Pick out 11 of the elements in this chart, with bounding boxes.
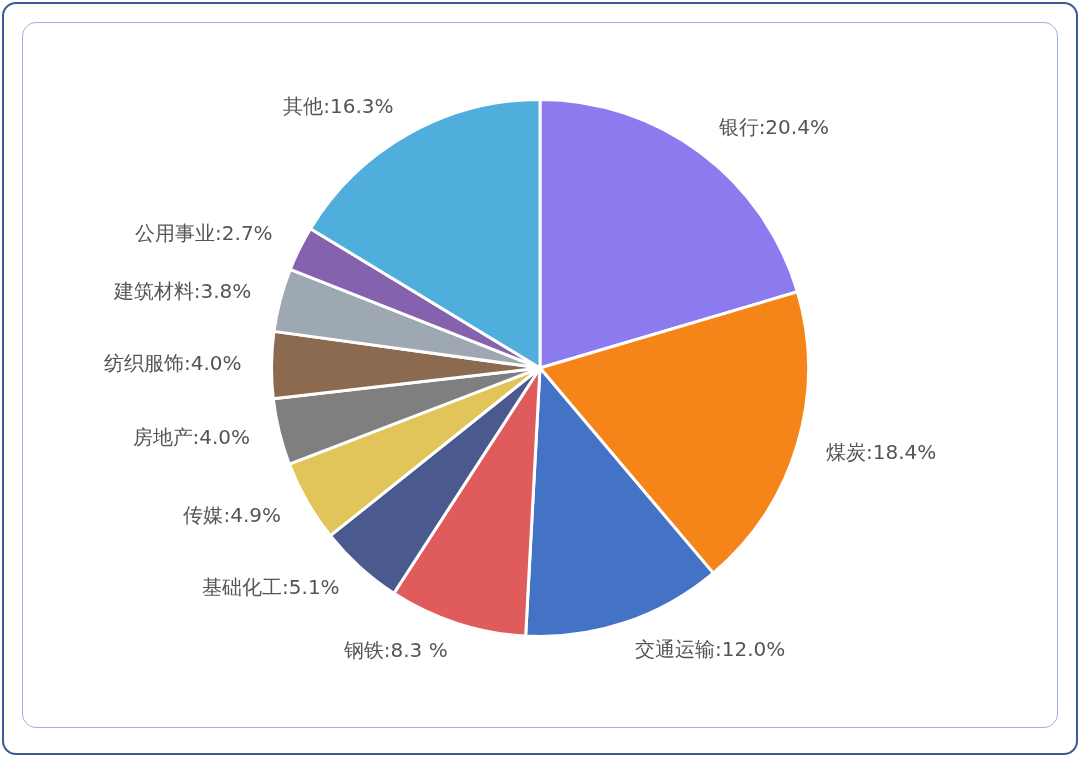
slice-label: 银行:20.4% [717, 115, 829, 140]
slice-label: 其他:16.3% [283, 94, 394, 119]
slice-label: 基础化工:5.1% [202, 575, 340, 600]
slice-label: 纺织服饰:4.0% [103, 350, 242, 375]
slice-label: 交通运输:12.0% [635, 637, 786, 662]
slice-label: 公用事业:2.7% [135, 221, 273, 246]
slice-label: 钢铁:8.3 % [342, 638, 448, 663]
slice-label: 建筑材料:3.8% [112, 278, 252, 303]
slice-label: 房地产:4.0% [132, 425, 251, 450]
slice-label: 煤炭:18.4% [825, 439, 937, 464]
slice-label: 传媒:4.9% [183, 502, 282, 527]
